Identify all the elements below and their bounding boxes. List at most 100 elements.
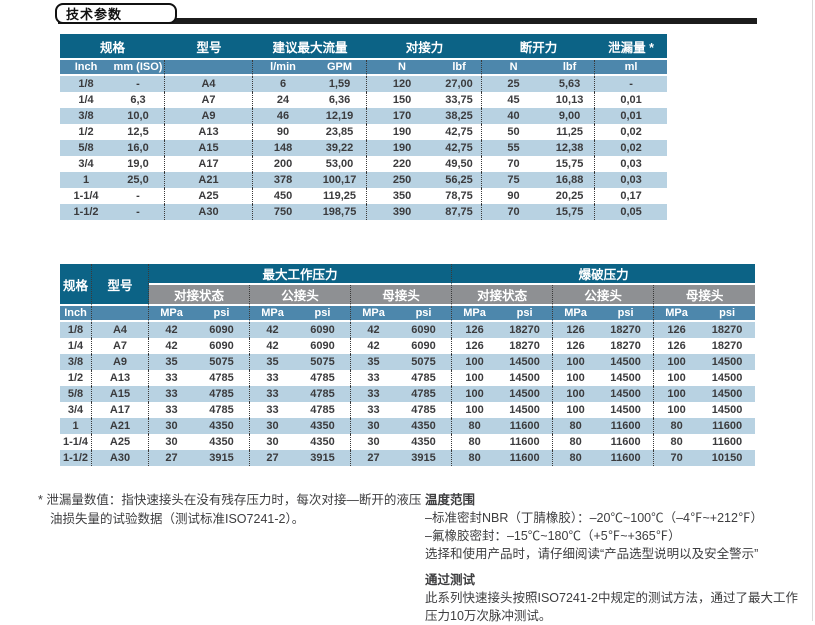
- table-cell: A21: [165, 172, 254, 188]
- table-cell: 119,25: [313, 188, 368, 204]
- unit-header: MPa: [351, 306, 396, 322]
- unit-header: N: [482, 60, 546, 76]
- pressure-group-header: 最大工作压力: [149, 264, 453, 285]
- column-group-header: 对接力: [367, 34, 483, 60]
- table-cell: 11600: [497, 418, 554, 434]
- leakage-footnote: * 泄漏量数值：指快速接头在没有残存压力时，每次对接—断开的液压油损失量的试验数…: [38, 491, 430, 529]
- table-cell: A4: [92, 322, 149, 338]
- table-cell: 18270: [497, 322, 554, 338]
- table-row: 1-1/4 A25 30 4350 30 4350 30 4350 80 11600 80 11600…: [60, 434, 755, 450]
- table-cell: 33: [367, 404, 380, 416]
- table-cell: 100: [566, 356, 585, 368]
- table-cell: 1: [82, 174, 90, 186]
- table-cell: 53,00: [313, 156, 368, 172]
- table-cell: 87,75: [437, 204, 483, 220]
- table-cell: A13: [92, 370, 149, 386]
- table-cell: 25: [507, 78, 520, 90]
- table-cell: 70: [670, 452, 683, 464]
- temperature-line-nbr: –标准密封NBR（丁腈橡胶）：–20℃~100℃（–4℉~+212℉）: [425, 511, 763, 525]
- table-cell: 4785: [295, 386, 351, 402]
- table-cell: 80: [468, 452, 481, 464]
- table-cell: 100: [465, 372, 484, 384]
- table-cell: 80: [569, 436, 582, 448]
- table-cell: 3/4: [60, 402, 92, 418]
- table-cell: 14500: [711, 356, 743, 368]
- table-cell: 14500: [598, 386, 655, 402]
- table-cell: 16,0: [112, 140, 166, 156]
- table-cell: 14500: [598, 370, 655, 386]
- table-cell: 1/2: [60, 370, 92, 386]
- table-cell: 1/8: [60, 322, 92, 338]
- table-cell: 350: [392, 190, 412, 202]
- table-cell: 4350: [396, 418, 453, 434]
- table-cell: 27: [165, 452, 178, 464]
- table-cell: A25: [165, 188, 254, 204]
- table-cell: 12,19: [313, 108, 368, 124]
- table-cell: 11600: [497, 434, 554, 450]
- table-cell: 6: [279, 78, 287, 90]
- table-cell: 14500: [598, 402, 655, 418]
- table-cell: 100: [566, 388, 585, 400]
- table-row: 1/2 A13 33 4785 33 4785 33 4785 100 14500 100 14500…: [60, 370, 755, 386]
- table-cell: 4785: [396, 386, 453, 402]
- table-cell: 1: [60, 418, 92, 434]
- table-cell: 1-1/2: [60, 450, 92, 466]
- table-cell: A4: [165, 76, 254, 92]
- unit-header: psi: [194, 306, 250, 322]
- table-cell: 10150: [711, 452, 743, 464]
- section-header-rule: [58, 18, 757, 24]
- table-cell: 42,75: [437, 124, 483, 140]
- table-cell: 42: [266, 340, 279, 352]
- table-cell: 11600: [598, 434, 655, 450]
- table-cell: 30: [367, 436, 380, 448]
- table-cell: 126: [667, 324, 686, 336]
- table-cell: 80: [468, 436, 481, 448]
- table-cell: 35: [165, 356, 178, 368]
- unit-header: Inch: [60, 306, 92, 322]
- table-cell: 3915: [396, 450, 453, 466]
- table-cell: 250: [392, 174, 412, 186]
- unit-header: [92, 306, 149, 322]
- table-cell: 80: [670, 436, 683, 448]
- table-cell: 42: [367, 340, 380, 352]
- table-cell: 70: [507, 158, 520, 170]
- table-cell: 80: [569, 452, 582, 464]
- table-cell: 126: [566, 340, 585, 352]
- table-cell: -: [112, 76, 166, 92]
- table-cell: 12,5: [112, 124, 166, 140]
- table-row: 1 25,0 A21 378 100,17 250 56,25 75 16,88 0,03: [60, 172, 668, 188]
- table-cell: 33: [367, 388, 380, 400]
- table-cell: 6090: [194, 338, 250, 354]
- table-cell: 100,17: [313, 172, 368, 188]
- table-cell: 5,63: [545, 76, 596, 92]
- table-cell: 30: [367, 420, 380, 432]
- table-cell: 4785: [396, 370, 453, 386]
- pressure-table-head: 规格 型号 最大工作压力 爆破压力 对接状态 公接头 母接头 对接状态 公接头 母接头 Inch MP…: [60, 264, 756, 322]
- table-cell: 45: [507, 94, 520, 106]
- table-cell: 38,25: [437, 108, 483, 124]
- table-cell: 14500: [711, 372, 743, 384]
- table-cell: 15,75: [545, 204, 596, 220]
- table-cell: 33,75: [437, 92, 483, 108]
- table-cell: 378: [273, 174, 293, 186]
- table-cell: 5075: [194, 354, 250, 370]
- table-cell: 18270: [711, 324, 743, 336]
- flow-force-table: 规格 型号 建议最大流量 对接力 断开力 泄漏量 * Inch mm (ISO) l/min GP…: [60, 34, 668, 220]
- table-cell: 30: [266, 420, 279, 432]
- pressure-group-header: 爆破压力: [452, 264, 756, 285]
- table-cell: 148: [273, 142, 293, 154]
- leakage-footnote-text: 泄漏量数值：指快速接头在没有残存压力时，每次对接—断开的液压油损失量的试验数据（…: [46, 493, 422, 526]
- table-cell: 1-1/2: [73, 206, 99, 218]
- table-row: 1-1/2 - A30 750 198,75 390 87,75 70 15,75 0,05: [60, 204, 668, 220]
- table-cell: 42: [266, 324, 279, 336]
- table-cell: A21: [92, 418, 149, 434]
- pressure-sub-header: 母接头: [351, 285, 453, 306]
- right-notes: 温度范围 –标准密封NBR（丁腈橡胶）：–20℃~100℃（–4℉~+212℉）…: [425, 491, 807, 625]
- table-cell: -: [629, 78, 633, 90]
- table-cell: 49,50: [437, 156, 483, 172]
- table-cell: A30: [165, 204, 254, 220]
- table-cell: 1/4: [78, 94, 94, 106]
- unit-header: psi: [396, 306, 453, 322]
- pressure-sub-header: 公接头: [250, 285, 351, 306]
- table-cell: 42: [165, 340, 178, 352]
